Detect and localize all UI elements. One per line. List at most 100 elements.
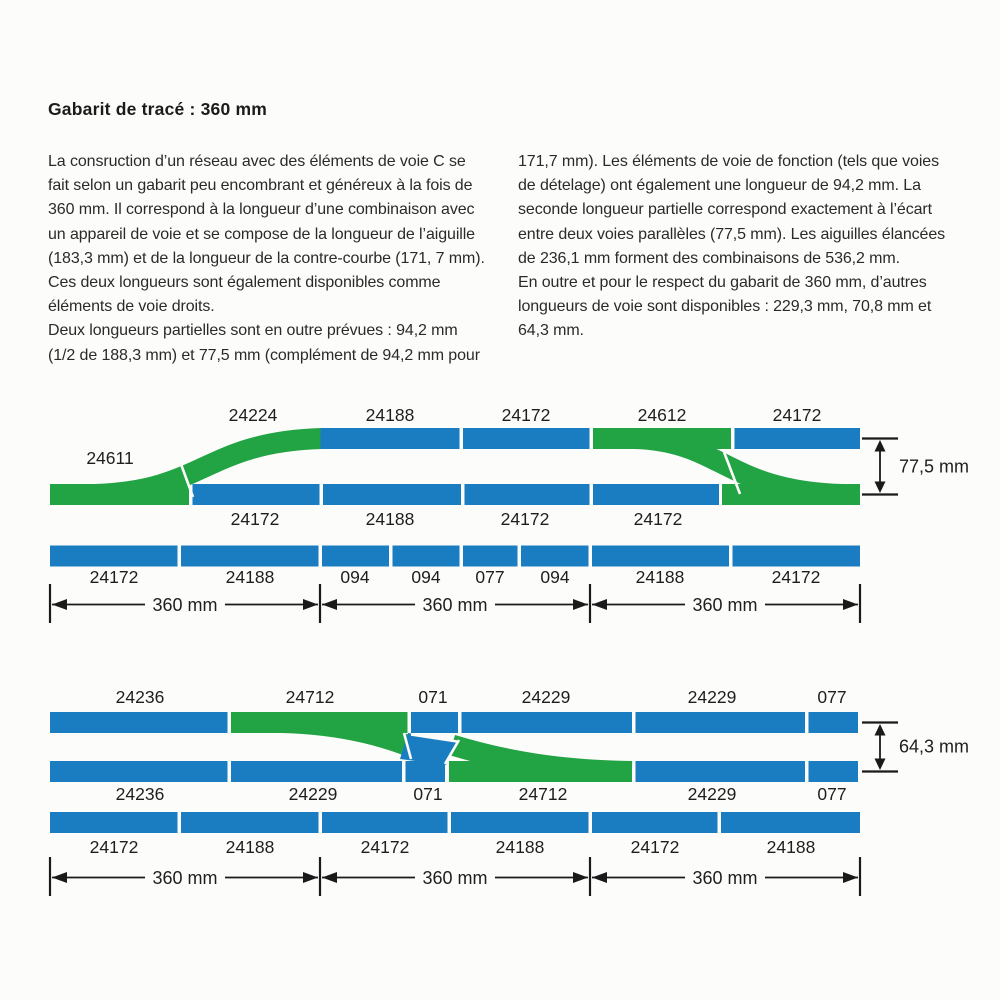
dimension-label: 360 mm bbox=[422, 868, 487, 888]
rail-joint-seam bbox=[402, 732, 413, 760]
part-number-label: 24172 bbox=[772, 567, 821, 587]
page-title: Gabarit de tracé : 360 mm bbox=[48, 99, 267, 119]
part-number-label: 24188 bbox=[636, 567, 685, 587]
track-segment bbox=[808, 761, 858, 782]
arrowhead-down bbox=[874, 758, 886, 770]
ruler-track-row bbox=[50, 812, 860, 833]
part-number-label: 071 bbox=[418, 687, 447, 707]
part-number-label: 24224 bbox=[229, 405, 278, 425]
part-number-label: 24612 bbox=[638, 405, 687, 425]
track-segment bbox=[50, 712, 228, 733]
part-number-label: 24172 bbox=[634, 509, 683, 529]
text-line: seconde longueur partielle correspond ex… bbox=[518, 201, 933, 219]
text-line: 64,3 mm. bbox=[518, 322, 584, 340]
arrowhead-left bbox=[592, 599, 607, 610]
intro-column-left: La consruction d’un réseau avec des élém… bbox=[48, 150, 513, 368]
part-number-label: 24229 bbox=[688, 784, 737, 804]
track-segment bbox=[181, 545, 319, 567]
dimension-label: 360 mm bbox=[152, 595, 217, 615]
arrowhead-left bbox=[52, 872, 67, 883]
text-line: fait selon un gabarit peu encombrant et … bbox=[48, 177, 473, 195]
track-segment bbox=[192, 484, 320, 505]
part-number-label: 24611 bbox=[86, 448, 133, 468]
part-number-label: 24188 bbox=[767, 837, 816, 857]
ruler-track-row bbox=[50, 545, 860, 567]
dimension-label: 77,5 mm bbox=[899, 457, 969, 477]
text-line: Ces deux longueurs sont également dispon… bbox=[48, 274, 441, 292]
track-segment bbox=[463, 545, 518, 567]
text-line: de 236,1 mm forment des combinaisons de … bbox=[518, 249, 900, 267]
track-segment bbox=[808, 712, 858, 733]
rail-joint-seam bbox=[410, 733, 458, 743]
part-number-label: 24229 bbox=[289, 784, 338, 804]
label-backing bbox=[415, 866, 495, 888]
track-segment bbox=[461, 712, 632, 733]
part-number-label: 077 bbox=[817, 687, 846, 707]
part-number-label: 24172 bbox=[773, 405, 822, 425]
length-dimension-chain: 360 mm 360 mm 360 mm bbox=[48, 857, 862, 896]
text-line: éléments de voie droits. bbox=[48, 298, 215, 316]
track-segment bbox=[392, 545, 460, 567]
diagram-77-5: 24611 24224 24188 24172 24612 24172 2417… bbox=[48, 405, 969, 623]
part-number-label: 24172 bbox=[501, 509, 550, 529]
part-number-label: 24236 bbox=[116, 784, 165, 804]
rail-joint-seam bbox=[443, 739, 461, 765]
text-line: En outre et pour le respect du gabarit d… bbox=[518, 274, 927, 292]
track-segment-curve bbox=[722, 484, 860, 505]
length-dimension-chain: 360 mm 360 mm 360 mm bbox=[48, 584, 862, 623]
track-segment-turnout bbox=[50, 484, 189, 505]
track-segment bbox=[231, 761, 402, 782]
track-segment bbox=[463, 428, 590, 449]
label-backing bbox=[145, 866, 225, 888]
text-line: (183,3 mm) et de la longueur de la contr… bbox=[48, 249, 485, 267]
part-number-label: 24172 bbox=[231, 509, 280, 529]
text-line: Deux longueurs partielles sont en outre … bbox=[48, 322, 458, 340]
track-diagrams: 24611 24224 24188 24172 24612 24172 2417… bbox=[48, 405, 969, 896]
part-number-label: 071 bbox=[413, 784, 442, 804]
text-line: un appareil de voie et se compose de la … bbox=[48, 225, 475, 243]
part-number-label: 077 bbox=[817, 784, 846, 804]
label-backing bbox=[685, 866, 765, 888]
track-segment bbox=[405, 761, 445, 782]
track-segment-turnout bbox=[231, 712, 408, 733]
arrowhead-up bbox=[874, 724, 886, 736]
spacing-dimension: 77,5 mm bbox=[862, 437, 969, 496]
track-segment bbox=[411, 712, 458, 733]
lower-track-row bbox=[50, 761, 858, 782]
part-number-label: 24188 bbox=[226, 567, 275, 587]
track-segment bbox=[451, 812, 589, 833]
part-number-label: 24188 bbox=[366, 509, 415, 529]
track-segment bbox=[323, 484, 461, 505]
dimension-label: 360 mm bbox=[692, 595, 757, 615]
track-segment-turnout bbox=[449, 761, 632, 782]
diagram-64-3: 24236 24712 071 24229 24229 077 24236 24… bbox=[48, 687, 969, 896]
part-number-label: 24229 bbox=[522, 687, 571, 707]
track-segment bbox=[181, 812, 319, 833]
track-segment bbox=[464, 484, 590, 505]
spacing-dimension: 64,3 mm bbox=[862, 721, 969, 773]
label-backing bbox=[415, 593, 495, 615]
part-number-label: 24712 bbox=[519, 784, 568, 804]
part-number-label: 077 bbox=[475, 567, 504, 587]
arrowhead-left bbox=[52, 599, 67, 610]
dimension-label: 360 mm bbox=[422, 595, 487, 615]
part-number-label: 094 bbox=[540, 567, 569, 587]
arrowhead-right bbox=[573, 872, 588, 883]
track-segment bbox=[732, 545, 860, 567]
track-segment bbox=[635, 761, 805, 782]
arrowhead-right bbox=[303, 872, 318, 883]
crossover-middle-piece bbox=[400, 733, 459, 765]
track-segment bbox=[721, 812, 860, 833]
arrowhead-right bbox=[843, 872, 858, 883]
track-segment bbox=[521, 545, 589, 567]
lower-track-row bbox=[50, 484, 860, 505]
dimension-label: 360 mm bbox=[152, 868, 217, 888]
part-number-label: 24712 bbox=[286, 687, 335, 707]
arrowhead-right bbox=[303, 599, 318, 610]
intro-column-right: 171,7 mm). Les éléments de voie de fonct… bbox=[518, 150, 980, 344]
arrowhead-left bbox=[322, 872, 337, 883]
text-line: 360 mm. Il correspond à la longueur d’un… bbox=[48, 201, 475, 219]
dimension-label: 360 mm bbox=[692, 868, 757, 888]
part-number-label: 094 bbox=[340, 567, 369, 587]
